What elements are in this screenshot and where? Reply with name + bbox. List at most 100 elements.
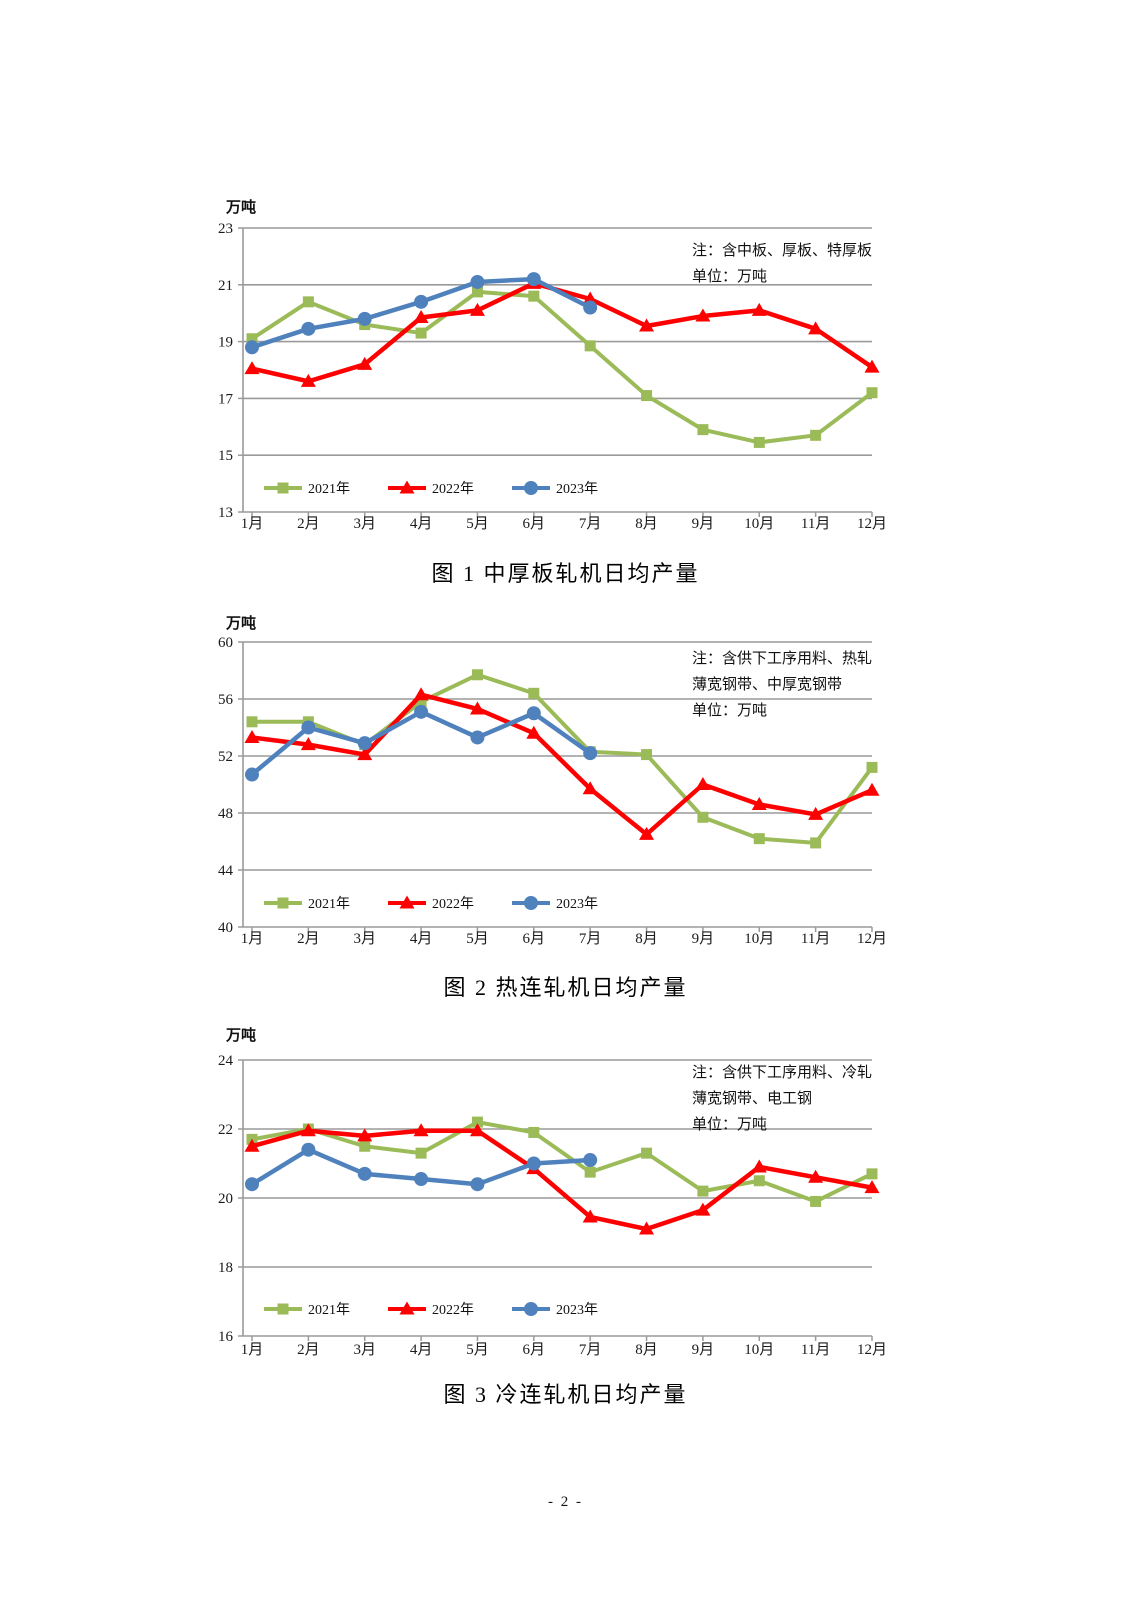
chart1-unit-label: 万吨 — [226, 200, 257, 216]
chart2-legend: 2021年 2022年 2023年 — [264, 893, 598, 913]
square-marker-icon — [584, 340, 596, 352]
legend-label: 2022年 — [432, 482, 474, 497]
square-marker-icon — [866, 1168, 878, 1180]
note-line: 薄宽钢带、电工钢 — [692, 1091, 813, 1107]
series-2023年 — [245, 704, 598, 782]
triangle-marker-icon — [300, 1123, 316, 1137]
circle-marker-icon — [245, 1177, 259, 1192]
series-line — [251, 1128, 873, 1232]
triangle-marker-icon — [399, 480, 415, 494]
y-tick-label: 52 — [218, 749, 233, 765]
circle-marker-icon — [583, 746, 598, 761]
y-tick-label: 21 — [218, 278, 233, 294]
x-tick-label: 6月 — [523, 931, 546, 947]
square-marker-icon — [246, 716, 258, 728]
square-marker-icon — [471, 669, 483, 681]
square-marker-icon — [810, 837, 822, 849]
circle-marker-icon — [301, 1142, 316, 1157]
note-line: 单位：万吨 — [692, 1117, 768, 1133]
line-triangle-marker-icon — [388, 480, 426, 494]
x-tick-label: 6月 — [523, 516, 546, 532]
legend-label: 2023年 — [556, 482, 598, 497]
circle-marker-icon — [245, 767, 259, 782]
line-triangle-marker-icon — [388, 1301, 426, 1315]
series-2021年 — [246, 1116, 878, 1207]
x-tick-label: 12月 — [857, 516, 887, 532]
circle-marker-icon — [357, 1166, 372, 1181]
x-tick-label: 3月 — [353, 516, 376, 532]
circle-marker-icon — [526, 1156, 541, 1171]
square-marker-icon — [277, 897, 289, 909]
legend-label: 2021年 — [308, 897, 350, 912]
triangle-marker-icon — [413, 309, 429, 323]
x-tick-label: 5月 — [466, 1342, 489, 1358]
y-tick-label: 17 — [218, 391, 234, 407]
legend-item-2023: 2023年 — [512, 478, 598, 498]
triangle-marker-icon — [639, 826, 655, 840]
x-tick-label: 4月 — [410, 516, 433, 532]
circle-marker-icon — [526, 272, 541, 287]
legend-label: 2022年 — [432, 1303, 474, 1318]
x-tick-label: 1月 — [241, 516, 264, 532]
square-marker-icon — [584, 1166, 596, 1178]
triangle-marker-icon — [469, 701, 485, 715]
series-line — [251, 692, 873, 837]
x-tick-label: 2月 — [297, 1342, 320, 1358]
triangle-marker-icon — [399, 895, 415, 909]
square-marker-icon — [641, 749, 653, 761]
chart1-legend: 2021年 2022年 2023年 — [264, 478, 598, 498]
chart3-unit-label: 万吨 — [226, 1028, 257, 1044]
circle-marker-icon — [470, 730, 485, 745]
square-marker-icon — [641, 390, 653, 402]
circle-marker-icon — [357, 311, 372, 326]
y-tick-label: 48 — [218, 806, 233, 822]
legend-item-2021: 2021年 — [264, 893, 350, 913]
line-square-marker-icon — [264, 897, 302, 909]
chart3-title: 图 3 冷连轧机日均产量 — [443, 1382, 688, 1407]
x-tick-label: 8月 — [635, 931, 658, 947]
chart2-note: 注：含供下工序用料、热轧 薄宽钢带、中厚宽钢带 单位：万吨 — [692, 646, 872, 724]
triangle-marker-icon — [244, 729, 260, 743]
x-tick-label: 5月 — [466, 516, 489, 532]
triangle-marker-icon — [244, 361, 260, 375]
legend-item-2022: 2022年 — [388, 1299, 474, 1319]
triangle-marker-icon — [582, 1209, 598, 1223]
legend-label: 2021年 — [308, 482, 350, 497]
chart2-unit-label: 万吨 — [226, 616, 257, 632]
chart3-legend: 2021年 2022年 2023年 — [264, 1299, 598, 1319]
x-tick-label: 12月 — [857, 931, 887, 947]
x-tick-label: 2月 — [297, 516, 320, 532]
triangle-marker-icon — [357, 1128, 373, 1142]
triangle-marker-icon — [639, 318, 655, 332]
legend-item-2023: 2023年 — [512, 1299, 598, 1319]
legend-label: 2023年 — [556, 897, 598, 912]
triangle-marker-icon — [413, 1123, 429, 1137]
triangle-marker-icon — [864, 1180, 880, 1194]
series-2022年 — [244, 687, 880, 840]
x-tick-label: 8月 — [635, 1342, 658, 1358]
note-line: 注：含供下工序用料、热轧 — [692, 651, 873, 667]
triangle-marker-icon — [582, 291, 598, 305]
triangle-marker-icon — [808, 1169, 824, 1183]
line-circle-marker-icon — [512, 1302, 550, 1316]
y-tick-label: 19 — [218, 335, 233, 351]
square-marker-icon — [753, 833, 765, 845]
square-marker-icon — [359, 1140, 371, 1152]
y-tick-label: 16 — [218, 1329, 234, 1345]
x-tick-label: 6月 — [523, 1342, 546, 1358]
line-circle-marker-icon — [512, 481, 550, 495]
square-marker-icon — [471, 286, 483, 298]
square-marker-icon — [415, 1147, 427, 1159]
series-2021年 — [246, 286, 878, 448]
chart1-note: 注：含中板、厚板、特厚板 单位：万吨 — [692, 238, 872, 290]
chart-1-plot: 23 21 19 17 15 13 1月 2月 3月 4月 5月 6月 7月 8月 9月 10月 11月 12月 — [218, 221, 887, 532]
x-tick-label: 4月 — [410, 931, 433, 947]
triangle-marker-icon — [357, 747, 373, 761]
series-line — [251, 1120, 873, 1204]
triangle-marker-icon — [864, 782, 880, 796]
x-tick-label: 9月 — [692, 516, 715, 532]
x-tick-label: 1月 — [241, 1342, 264, 1358]
triangle-marker-icon — [695, 777, 711, 790]
triangle-marker-icon — [300, 373, 316, 387]
triangle-marker-icon — [808, 806, 824, 820]
